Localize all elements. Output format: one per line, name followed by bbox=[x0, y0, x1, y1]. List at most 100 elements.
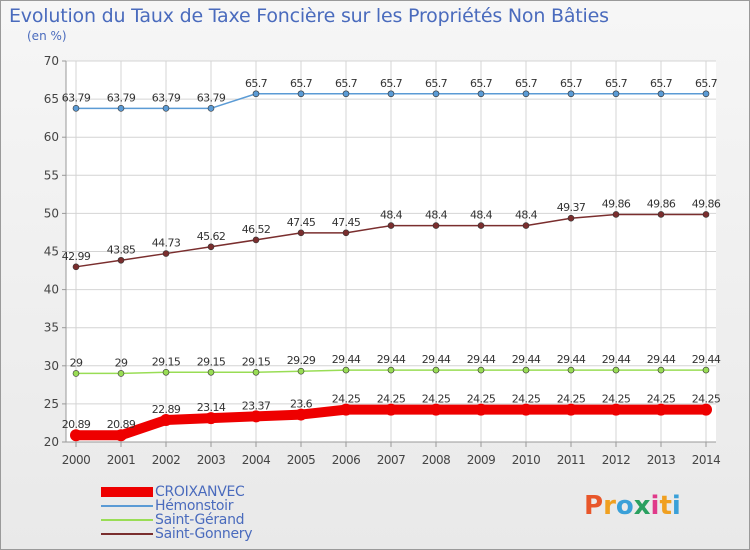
data-label-hemonstoir: 65.7 bbox=[290, 77, 313, 90]
data-label-saint-gerand: 29.15 bbox=[152, 355, 181, 368]
legend-item-saint-gerand: Saint-Gérand bbox=[101, 513, 252, 527]
x-tick-label: 2001 bbox=[107, 453, 136, 467]
data-point-hemonstoir bbox=[702, 90, 710, 98]
data-point-saint-gerand bbox=[72, 370, 80, 377]
data-label-saint-gonnery: 48.4 bbox=[425, 209, 448, 222]
data-point-saint-gerand bbox=[522, 366, 530, 374]
data-point-croixanvec bbox=[340, 403, 352, 416]
data-point-hemonstoir bbox=[612, 90, 620, 98]
x-tick-label: 2014 bbox=[692, 453, 721, 467]
y-tick-label: 25 bbox=[44, 397, 59, 411]
x-tick-label: 2009 bbox=[467, 453, 496, 467]
data-point-hemonstoir bbox=[657, 90, 665, 98]
data-label-hemonstoir: 65.7 bbox=[380, 77, 403, 90]
data-label-croixanvec: 24.25 bbox=[557, 393, 586, 406]
data-label-saint-gonnery: 49.86 bbox=[647, 197, 676, 210]
series-saint-gerand: 29 29 29.15 29.15 29.15 29.29 29.44 29.44 29.44 2… bbox=[70, 353, 721, 377]
data-point-saint-gerand bbox=[117, 370, 125, 377]
data-label-saint-gerand: 29.44 bbox=[692, 353, 721, 366]
data-label-croixanvec: 24.25 bbox=[647, 393, 676, 406]
x-tick-label: 2013 bbox=[647, 453, 676, 467]
x-tick-label: 2003 bbox=[197, 453, 226, 467]
data-point-croixanvec bbox=[700, 403, 712, 416]
data-label-croixanvec: 24.25 bbox=[512, 393, 541, 406]
data-label-croixanvec: 22.89 bbox=[152, 403, 181, 416]
x-tick-label: 2012 bbox=[602, 453, 631, 467]
data-label-croixanvec: 24.25 bbox=[422, 393, 451, 406]
legend-swatch-croixanvec bbox=[101, 487, 153, 497]
series-croixanvec: 20.89 20.89 22.89 23.14 23.37 23.6 24.25 24.25 2… bbox=[62, 393, 721, 442]
data-label-saint-gonnery: 45.62 bbox=[197, 230, 226, 243]
data-point-saint-gonnery bbox=[477, 222, 485, 229]
data-point-saint-gonnery bbox=[297, 229, 305, 237]
proxiti-logo: Proxiti bbox=[584, 491, 681, 521]
legend-label-saint-gonnery: Saint-Gonnery bbox=[155, 526, 253, 542]
data-label-saint-gonnery: 48.4 bbox=[470, 209, 493, 222]
data-point-hemonstoir bbox=[297, 90, 305, 98]
data-label-saint-gonnery: 47.45 bbox=[332, 216, 361, 229]
y-tick-label: 65 bbox=[44, 92, 59, 106]
data-point-saint-gonnery bbox=[117, 256, 125, 264]
y-tick-label: 50 bbox=[44, 206, 59, 220]
series-hemonstoir: 63.79 63.79 63.79 63.79 65.7 65.7 65.7 65.7 65.7… bbox=[62, 77, 718, 112]
data-label-saint-gerand: 29.44 bbox=[377, 353, 406, 366]
data-point-hemonstoir bbox=[342, 90, 350, 98]
data-label-hemonstoir: 63.79 bbox=[197, 91, 226, 104]
data-label-hemonstoir: 65.7 bbox=[245, 77, 268, 90]
data-label-hemonstoir: 63.79 bbox=[107, 91, 136, 104]
legend-item-saint-gonnery: Saint-Gonnery bbox=[101, 526, 253, 542]
data-point-saint-gerand bbox=[387, 366, 395, 374]
data-point-saint-gerand bbox=[297, 367, 305, 375]
x-tick-label: 2002 bbox=[152, 453, 181, 467]
data-point-saint-gerand bbox=[657, 366, 665, 374]
data-label-saint-gerand: 29.44 bbox=[602, 353, 631, 366]
data-point-hemonstoir bbox=[522, 90, 530, 98]
data-point-saint-gonnery bbox=[207, 243, 215, 251]
x-tick-label: 2005 bbox=[287, 453, 316, 467]
data-point-hemonstoir bbox=[117, 105, 125, 112]
data-point-saint-gonnery bbox=[72, 263, 80, 271]
y-tick-label: 30 bbox=[44, 359, 59, 373]
legend-swatch-saint-gonnery bbox=[101, 533, 153, 535]
data-point-croixanvec bbox=[430, 403, 442, 416]
data-point-croixanvec bbox=[565, 403, 577, 416]
x-tick-label: 2011 bbox=[557, 453, 586, 467]
data-label-hemonstoir: 65.7 bbox=[425, 77, 448, 90]
data-point-croixanvec bbox=[205, 412, 217, 425]
data-point-saint-gerand bbox=[567, 366, 575, 374]
x-tick-label: 2000 bbox=[62, 453, 91, 467]
data-point-saint-gonnery bbox=[162, 250, 170, 257]
data-label-croixanvec: 24.25 bbox=[602, 393, 631, 406]
data-label-saint-gerand: 29 bbox=[115, 356, 128, 369]
data-label-saint-gerand: 29 bbox=[70, 356, 83, 369]
data-point-saint-gonnery bbox=[432, 222, 440, 229]
legend-item-hemonstoir: Hémonstoir bbox=[101, 499, 252, 513]
data-label-hemonstoir: 63.79 bbox=[152, 91, 181, 104]
data-point-hemonstoir bbox=[72, 105, 80, 112]
data-label-saint-gonnery: 49.37 bbox=[557, 201, 586, 214]
data-point-saint-gonnery bbox=[342, 229, 350, 237]
data-label-hemonstoir: 65.7 bbox=[515, 77, 538, 90]
logo-letter: i bbox=[650, 491, 660, 521]
data-label-saint-gerand: 29.29 bbox=[287, 354, 316, 367]
data-point-hemonstoir bbox=[252, 90, 260, 98]
legend-item-croixanvec: CROIXANVEC bbox=[101, 485, 252, 499]
chart-subtitle: (en %) bbox=[27, 29, 67, 43]
logo-letter: i bbox=[671, 491, 681, 521]
data-point-croixanvec bbox=[520, 403, 532, 416]
data-point-croixanvec bbox=[115, 429, 127, 442]
data-label-hemonstoir: 65.7 bbox=[695, 77, 718, 90]
data-point-saint-gerand bbox=[432, 366, 440, 374]
data-point-hemonstoir bbox=[567, 90, 575, 98]
data-label-saint-gerand: 29.44 bbox=[422, 353, 451, 366]
data-point-saint-gerand bbox=[162, 368, 170, 376]
data-label-saint-gonnery: 46.52 bbox=[242, 223, 271, 236]
data-point-croixanvec bbox=[160, 413, 172, 426]
data-point-croixanvec bbox=[250, 410, 262, 423]
data-label-croixanvec: 20.89 bbox=[107, 418, 136, 431]
data-point-saint-gerand bbox=[252, 368, 260, 376]
x-tick-label: 2004 bbox=[242, 453, 271, 467]
data-label-croixanvec: 20.89 bbox=[62, 418, 91, 431]
data-label-saint-gerand: 29.44 bbox=[647, 353, 676, 366]
